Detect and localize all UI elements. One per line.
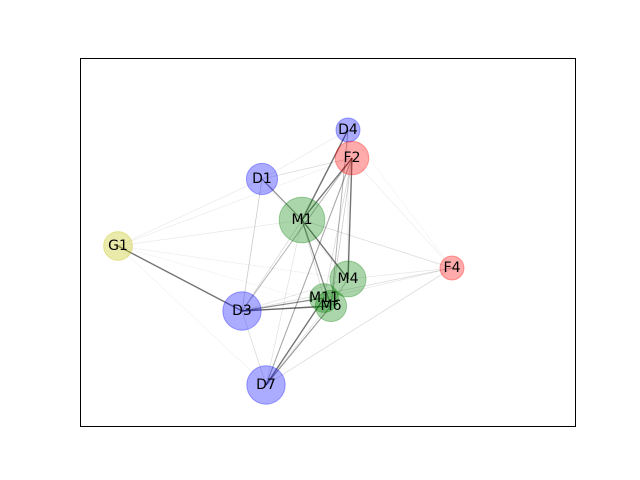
node-label-D4: D4 bbox=[338, 122, 358, 138]
node-D1 bbox=[245, 162, 279, 196]
edge-M4-M6 bbox=[330, 278, 349, 307]
edge-D1-M4 bbox=[261, 178, 349, 280]
edge-G1-D7 bbox=[117, 245, 267, 386]
node-F2 bbox=[334, 140, 370, 176]
edge-D1-M1 bbox=[261, 178, 303, 221]
node-label-F2: F2 bbox=[344, 150, 361, 166]
edge-F2-M1 bbox=[301, 157, 353, 221]
edge-D1-D3 bbox=[241, 178, 263, 312]
node-label-D3: D3 bbox=[232, 303, 252, 319]
edge-G1-D3 bbox=[117, 245, 243, 312]
edge-D7-M1 bbox=[265, 219, 303, 386]
edge-D3-M1 bbox=[241, 219, 303, 312]
node-F4 bbox=[439, 255, 465, 281]
node-label-M6: M6 bbox=[321, 298, 342, 314]
edge-F2-D3 bbox=[241, 157, 353, 312]
edge-D4-M1 bbox=[301, 129, 349, 221]
node-M1 bbox=[278, 196, 326, 244]
node-label-D7: D7 bbox=[256, 377, 276, 393]
edge-M1-M6 bbox=[301, 219, 332, 307]
edge-D4-M6 bbox=[330, 129, 349, 307]
edge-D3-M11 bbox=[241, 297, 325, 312]
edge-D7-M6 bbox=[265, 305, 332, 386]
node-label-M11: M11 bbox=[309, 290, 339, 306]
edge-G1-M4 bbox=[117, 245, 349, 280]
node-label-G1: G1 bbox=[108, 238, 128, 254]
edge-F4-D7 bbox=[265, 267, 453, 386]
node-label-F4: F4 bbox=[444, 260, 461, 276]
edge-M11-M1 bbox=[301, 219, 325, 299]
edge-M11-F2 bbox=[323, 157, 353, 299]
edge-M1-M4 bbox=[301, 219, 349, 280]
node-label-M4: M4 bbox=[338, 271, 359, 287]
node-G1 bbox=[103, 231, 133, 261]
node-M4 bbox=[329, 260, 367, 298]
edge-D1-G1 bbox=[117, 178, 263, 247]
plot-frame bbox=[80, 58, 576, 427]
edge-G1-F2 bbox=[117, 157, 353, 247]
edge-D7-M4 bbox=[265, 278, 349, 386]
edge-F4-D3 bbox=[241, 267, 453, 312]
edge-D7-M11 bbox=[265, 297, 325, 386]
node-M6 bbox=[314, 289, 348, 323]
node-D7 bbox=[246, 365, 286, 405]
edge-F4-M4 bbox=[347, 267, 453, 280]
node-label-D1: D1 bbox=[252, 171, 272, 187]
edge-D3-D7 bbox=[241, 310, 267, 386]
node-D4 bbox=[335, 117, 361, 143]
edge-F4-M1 bbox=[301, 219, 453, 269]
edge-G1-M1 bbox=[117, 219, 303, 247]
node-label-M1: M1 bbox=[292, 212, 313, 228]
node-M11 bbox=[309, 283, 339, 313]
edge-M6-F2 bbox=[330, 157, 353, 307]
edge-D3-M6 bbox=[241, 305, 332, 312]
edge-D3-M4 bbox=[241, 278, 349, 312]
nodes bbox=[103, 117, 465, 405]
edge-F2-M4 bbox=[347, 157, 353, 280]
edge-F4-M11 bbox=[323, 267, 453, 299]
edges bbox=[117, 129, 453, 386]
edge-F4-F2 bbox=[351, 157, 453, 269]
edge-D1-D4 bbox=[261, 129, 349, 180]
edge-D7-F2 bbox=[265, 157, 353, 386]
edge-D1-F2 bbox=[261, 157, 353, 180]
node-D3 bbox=[222, 291, 262, 331]
edge-F4-D4 bbox=[347, 129, 453, 269]
edge-G1-M6 bbox=[117, 245, 332, 307]
